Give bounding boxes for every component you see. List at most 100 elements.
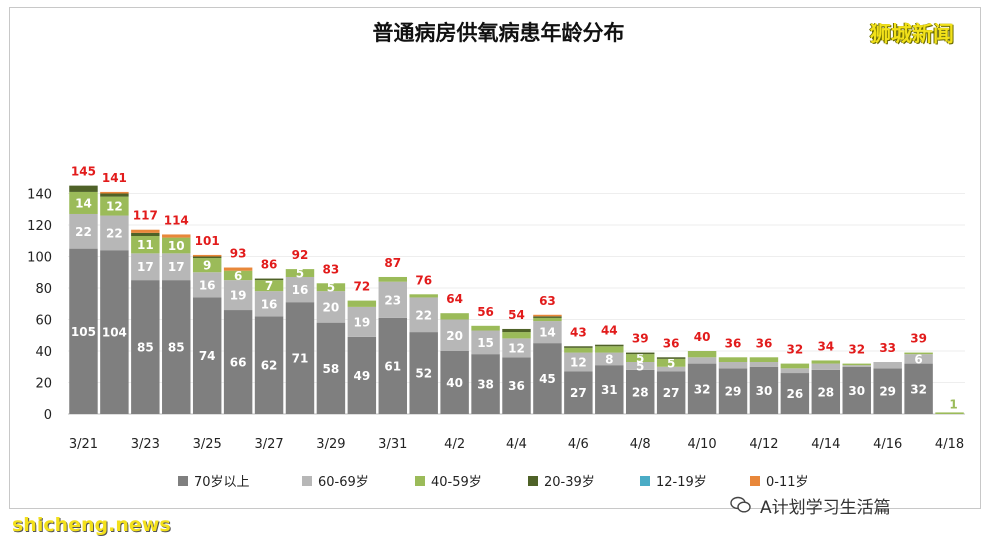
bar-total-label: 87 [384,256,401,270]
bar-segment [162,280,191,414]
segment-value-label: 85 [168,341,185,355]
bar-segment [254,280,284,292]
segment-value-label: 17 [137,260,154,274]
y-tick-label: 0 [44,408,52,423]
segment-value-label: 22 [415,308,432,322]
legend-swatch [528,476,538,486]
segment-value-label: 14 [75,196,92,210]
x-tick-label: 4/2 [444,437,465,452]
segment-value-label: 12 [106,200,123,214]
bar-total-label: 36 [756,336,773,350]
x-tick-label: 4/4 [506,437,527,452]
bar-group: 30 32 [842,343,871,414]
bar-segment [69,248,98,414]
bar-segment [192,256,222,259]
segment-value-label: 16 [292,283,309,297]
bar-segment [285,269,315,277]
legend-item: 40-59岁 [415,475,482,490]
x-tick-label: 4/16 [873,437,902,452]
y-tick-label: 80 [35,282,52,297]
bar-total-label: 93 [230,247,247,261]
segment-value-label: 5 [327,281,335,295]
bar-total-label: 63 [539,294,556,308]
bars: 1052214145104221214185171111785171011474… [69,165,964,414]
bar-group: 62 16 7 86 [254,258,284,414]
bar-total-label: 39 [632,332,649,346]
legend-swatch [750,476,760,486]
bar-total-label: 54 [508,308,525,322]
bar-segment [749,362,779,367]
bar-segment [564,371,593,414]
bar-total-label: 117 [133,209,158,223]
bar-segment [625,369,655,414]
bar-segment [347,306,377,337]
bar-total-label: 72 [353,280,370,294]
segment-value-label: 105 [71,325,96,339]
bar-segment [904,354,933,364]
bar-segment [656,366,686,372]
legend-label: 20-39岁 [544,475,595,490]
bar-segment [131,236,160,254]
bar-group: 32 6 39 [904,332,933,414]
segment-value-label: 28 [632,385,649,399]
segment-value-label: 66 [230,356,247,370]
segment-value-label: 58 [323,362,340,376]
bar-segment [595,346,624,353]
bar-group: 26 32 [780,343,810,414]
bar-total-label: 32 [848,343,865,357]
bar-segment [285,276,315,303]
x-tick-label: 4/18 [935,437,964,452]
segment-value-label: 28 [817,385,834,399]
legend-swatch [178,476,188,486]
segment-value-label: 62 [261,359,278,373]
segment-value-label: 23 [384,293,401,307]
bar-segment [502,338,531,358]
bar-segment [100,191,129,194]
bar-group: 1 [935,397,964,414]
bar-total-label: 141 [102,171,127,185]
bar-total-label: 64 [446,292,463,306]
bar-segment [285,302,315,414]
legend-item: 0-11岁 [750,475,809,490]
segment-value-label: 29 [879,385,896,399]
bar-segment [69,213,98,249]
bar-group: 27 5 36 [656,336,686,414]
legend-label: 0-11岁 [766,475,809,490]
bar-segment [533,317,562,322]
bar-segment [192,297,222,414]
y-tick-label: 40 [35,345,52,360]
legend-item: 20-39岁 [528,475,595,490]
segment-value-label: 19 [353,315,370,329]
bar-group: 105 22 14 145 [69,165,98,414]
bar-total-label: 36 [725,336,742,350]
segment-value-label: 8 [605,352,613,366]
segment-value-label: 12 [508,341,525,355]
bar-segment [718,362,748,369]
bar-segment [935,412,964,414]
segment-value-label: 16 [199,278,216,292]
segment-value-label: 19 [230,289,247,303]
bar-total-label: 32 [787,343,804,357]
segment-value-label: 5 [636,352,644,366]
bar-segment [873,362,902,369]
bar-group: 28 34 [811,339,841,414]
bar-total-label: 76 [415,273,432,287]
segment-value-label: 5 [667,356,675,370]
bar-total-label: 145 [71,165,96,179]
bar-segment [440,319,469,351]
bar-segment [378,317,408,414]
bar-segment [223,267,253,271]
bar-segment [718,357,748,363]
bar-segment [595,352,624,366]
bar-segment [100,196,129,216]
segment-value-label: 31 [601,383,618,397]
bar-segment [440,351,469,414]
segment-value-label: 17 [168,260,185,274]
bar-segment [100,193,129,197]
x-tick-label: 4/8 [630,437,651,452]
chart-title: 普通病房供氧病患年龄分布 [372,21,625,45]
bar-segment [316,322,346,414]
bar-segment [656,357,686,359]
bar-group: 40 20 64 [440,292,469,414]
segment-value-label: 32 [694,382,711,396]
